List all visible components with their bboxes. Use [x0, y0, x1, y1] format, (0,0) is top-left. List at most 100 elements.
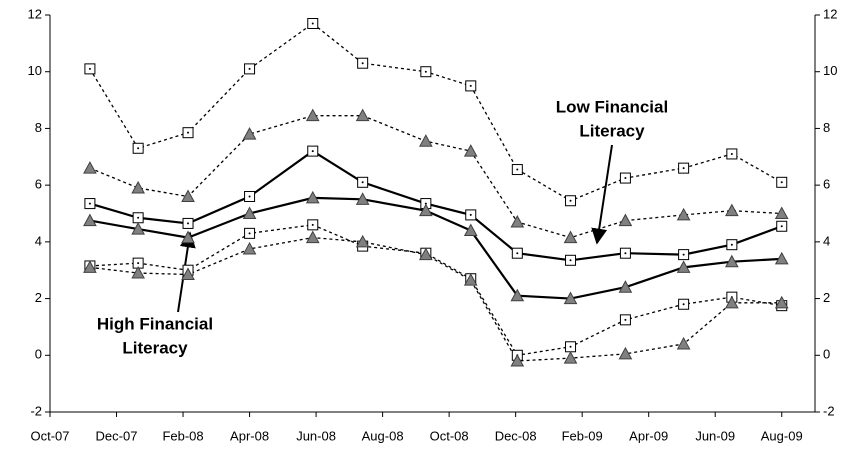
triangle-marker [355, 108, 370, 122]
y2-tick-label: 6 [823, 177, 830, 192]
y-tick-label: 6 [35, 177, 42, 192]
triangle-marker [676, 336, 691, 350]
marker-dot [137, 262, 140, 265]
triangle-marker [510, 353, 525, 367]
marker-dot [187, 131, 190, 134]
marker-dot [730, 243, 733, 246]
marker-dot [248, 67, 251, 70]
triangle-marker [355, 192, 370, 205]
marker-dot [730, 152, 733, 155]
triangle-marker [355, 234, 370, 248]
y2-tick-label: 8 [823, 120, 830, 135]
series-line [89, 22, 783, 202]
x-tick-label: Aug-08 [362, 428, 404, 443]
triangle-marker [510, 288, 525, 302]
y2-tick-label: 0 [823, 347, 830, 362]
triangle-marker [463, 273, 478, 286]
y-tick-label: 10 [28, 63, 42, 78]
x-tick-label: Oct-07 [30, 428, 69, 443]
marker-dot [361, 181, 364, 184]
x-tick-label: Feb-09 [562, 428, 603, 443]
marker-dot [516, 252, 519, 255]
annotation: Literacy [122, 338, 188, 357]
triangle-marker [618, 346, 633, 360]
y2-tick-label: -2 [823, 403, 835, 418]
triangle-marker [83, 213, 97, 227]
triangle-marker [774, 206, 789, 219]
marker-dot [88, 202, 91, 205]
marker-dot [469, 84, 472, 87]
x-tick-label: Apr-09 [629, 428, 668, 443]
marker-dot [311, 223, 314, 226]
annotation-arrow [591, 144, 613, 245]
triangle-marker [83, 260, 97, 273]
triangle-marker [181, 267, 195, 280]
triangle-marker [725, 203, 739, 217]
triangle-marker [242, 206, 257, 219]
triangle-marker [419, 134, 433, 147]
triangle-marker [463, 223, 478, 237]
x-tick-label: Oct-08 [430, 428, 469, 443]
marker-dot [424, 70, 427, 73]
marker-dot [88, 67, 91, 70]
x-tick-label: Jun-09 [695, 428, 735, 443]
triangle-marker [83, 161, 97, 174]
triangle-marker [774, 251, 789, 265]
marker-dot [137, 147, 140, 150]
y-tick-label: 4 [35, 233, 42, 248]
triangle-marker [242, 241, 257, 255]
y2-tick-label: 12 [823, 6, 837, 21]
triangle-marker [131, 222, 145, 235]
x-tick-label: Dec-07 [96, 428, 138, 443]
marker-dot [780, 225, 783, 228]
marker-dot [624, 177, 627, 180]
marker-dot [624, 318, 627, 321]
x-tick-label: Jun-08 [296, 428, 336, 443]
series-line [89, 224, 782, 356]
y-tick-label: -2 [30, 403, 42, 418]
x-tick-label: Dec-08 [495, 428, 537, 443]
triangle-marker [676, 207, 691, 221]
triangle-marker [463, 144, 478, 157]
marker-dot [624, 252, 627, 255]
marker-dot [311, 22, 314, 25]
triangle-marker [305, 230, 320, 244]
y-tick-label: 2 [35, 290, 42, 305]
marker-dot [569, 259, 572, 262]
triangle-marker [510, 214, 525, 228]
x-tick-label: Apr-08 [230, 428, 269, 443]
marker-dot [424, 202, 427, 205]
triangle-marker [563, 230, 578, 244]
triangle-marker [181, 230, 195, 244]
marker-dot [780, 181, 783, 184]
marker-dot [311, 150, 314, 153]
triangle-marker [305, 108, 320, 122]
marker-dot [469, 213, 472, 216]
triangle-marker [181, 189, 195, 202]
series-line [89, 196, 782, 300]
marker-dot [187, 222, 190, 225]
y2-tick-label: 2 [823, 290, 830, 305]
marker-dot [569, 345, 572, 348]
marker-dot [137, 216, 140, 219]
triangle-marker [242, 127, 257, 140]
triangle-marker [305, 190, 320, 204]
triangle-marker [563, 351, 578, 364]
marker-dot [248, 232, 251, 235]
triangle-marker [676, 260, 691, 273]
triangle-marker [725, 295, 739, 309]
triangle-marker [563, 291, 578, 305]
y2-tick-label: 4 [823, 233, 830, 248]
y-tick-label: 8 [35, 120, 42, 135]
marker-dot [248, 195, 251, 198]
triangle-marker [131, 266, 145, 279]
triangle-marker [419, 203, 433, 217]
triangle-marker [725, 254, 739, 268]
triangle-marker [618, 280, 633, 293]
y-tick-label: 12 [28, 6, 42, 21]
triangle-marker [774, 295, 789, 309]
triangle-marker [618, 213, 633, 227]
marker-dot [682, 167, 685, 170]
x-tick-label: Feb-08 [162, 428, 203, 443]
